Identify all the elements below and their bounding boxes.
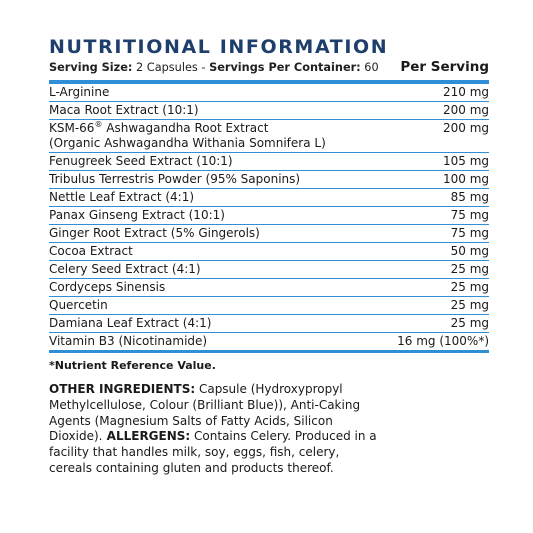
ingredient-name-rest: Ashwagandha Root Extract	[102, 121, 269, 135]
serving-size-value: 2 Capsules	[136, 61, 198, 74]
table-row: Nettle Leaf Extract (4:1) 85 mg	[49, 188, 489, 207]
top-rule	[49, 80, 489, 84]
table-row: Cocoa Extract 50 mg	[49, 242, 489, 261]
other-ingredients-text: Capsule (Hydroxypropyl Methylcellulose, …	[49, 382, 361, 444]
serving-separator: -	[201, 61, 206, 74]
other-ingredients: OTHER INGREDIENTS: Capsule (Hydroxypropy…	[49, 382, 379, 477]
ingredient-name: Celery Seed Extract (4:1)	[49, 260, 380, 279]
ingredient-amount: 25 mg	[379, 314, 489, 333]
table-row: Quercetin 25 mg	[49, 296, 489, 315]
servings-per-container-label: Servings Per Container:	[209, 61, 361, 74]
table-row: Fenugreek Seed Extract (10:1) 105 mg	[49, 152, 489, 171]
bottom-rule	[49, 350, 489, 353]
footnote: *Nutrient Reference Value.	[49, 359, 216, 372]
ingredient-name: Cocoa Extract	[49, 242, 380, 261]
ingredient-amount: 85 mg	[379, 188, 489, 207]
table-row: Damiana Leaf Extract (4:1) 25 mg	[49, 314, 489, 333]
other-ingredients-label: OTHER INGREDIENTS:	[49, 382, 196, 396]
table-row: L-Arginine 210 mg	[49, 84, 489, 102]
registered-mark: ®	[94, 120, 103, 129]
ingredient-amount: 25 mg	[379, 296, 489, 315]
ingredient-name: KSM-66® Ashwagandha Root Extract (Organi…	[49, 119, 380, 153]
ingredient-amount: 75 mg	[379, 206, 489, 225]
ingredient-amount: 105 mg	[379, 152, 489, 171]
ingredient-amount: 200 mg	[379, 119, 489, 153]
serving-info: Serving Size: 2 Capsules - Servings Per …	[49, 60, 379, 76]
nutrition-panel: NUTRITIONAL INFORMATION Serving Size: 2 …	[49, 36, 489, 477]
table-row: Celery Seed Extract (4:1) 25 mg	[49, 260, 489, 279]
ingredient-name: Quercetin	[49, 296, 380, 315]
ingredient-name: Nettle Leaf Extract (4:1)	[49, 188, 380, 207]
ingredient-name: Cordyceps Sinensis	[49, 278, 380, 297]
ingredient-name: Panax Ginseng Extract (10:1)	[49, 206, 380, 225]
ingredient-amount: 16 mg (100%*)	[397, 334, 489, 348]
panel-title: NUTRITIONAL INFORMATION	[49, 36, 389, 58]
ingredient-name-part: KSM-66	[49, 121, 95, 135]
allergens-label: ALLERGENS:	[102, 429, 191, 444]
ingredient-name: L-Arginine	[49, 84, 380, 102]
ingredient-amount: 75 mg	[379, 224, 489, 243]
ingredient-amount: 100 mg	[379, 170, 489, 189]
ingredient-name: Ginger Root Extract (5% Gingerols)	[49, 224, 380, 243]
allergens-text: Contains Celery. Produced in a facility …	[49, 429, 377, 475]
ingredient-name: Vitamin B3 (Nicotinamide)	[49, 334, 208, 348]
serving-row: Serving Size: 2 Capsules - Servings Per …	[49, 59, 489, 76]
table-row: Ginger Root Extract (5% Gingerols) 75 mg	[49, 224, 489, 243]
table-row: KSM-66® Ashwagandha Root Extract (Organi…	[49, 119, 489, 153]
table-row: Panax Ginseng Extract (10:1) 75 mg	[49, 206, 489, 225]
ingredient-amount: 200 mg	[379, 101, 489, 120]
ingredient-name: Fenugreek Seed Extract (10:1)	[49, 152, 380, 171]
ingredients-table: L-Arginine 210 mg Maca Root Extract (10:…	[49, 84, 489, 350]
ingredient-amount: 210 mg	[379, 84, 489, 102]
table-row: Vitamin B3 (Nicotinamide) 16 mg (100%*)	[49, 333, 489, 351]
table-row: Maca Root Extract (10:1) 200 mg	[49, 101, 489, 120]
ingredient-amount: 25 mg	[379, 278, 489, 297]
table-row: Cordyceps Sinensis 25 mg	[49, 278, 489, 297]
servings-per-container-value: 60	[364, 61, 379, 74]
serving-size-label: Serving Size:	[49, 61, 133, 74]
ingredient-name-line2: (Organic Ashwagandha Withania Somnifera …	[49, 136, 326, 150]
ingredient-amount: 50 mg	[379, 242, 489, 261]
ingredient-name: Maca Root Extract (10:1)	[49, 101, 380, 120]
ingredient-name: Damiana Leaf Extract (4:1)	[49, 314, 380, 333]
ingredient-amount: 25 mg	[379, 260, 489, 279]
ingredient-name: Tribulus Terrestris Powder (95% Saponins…	[49, 170, 380, 189]
table-row: Tribulus Terrestris Powder (95% Saponins…	[49, 170, 489, 189]
per-serving-header: Per Serving	[400, 59, 489, 75]
